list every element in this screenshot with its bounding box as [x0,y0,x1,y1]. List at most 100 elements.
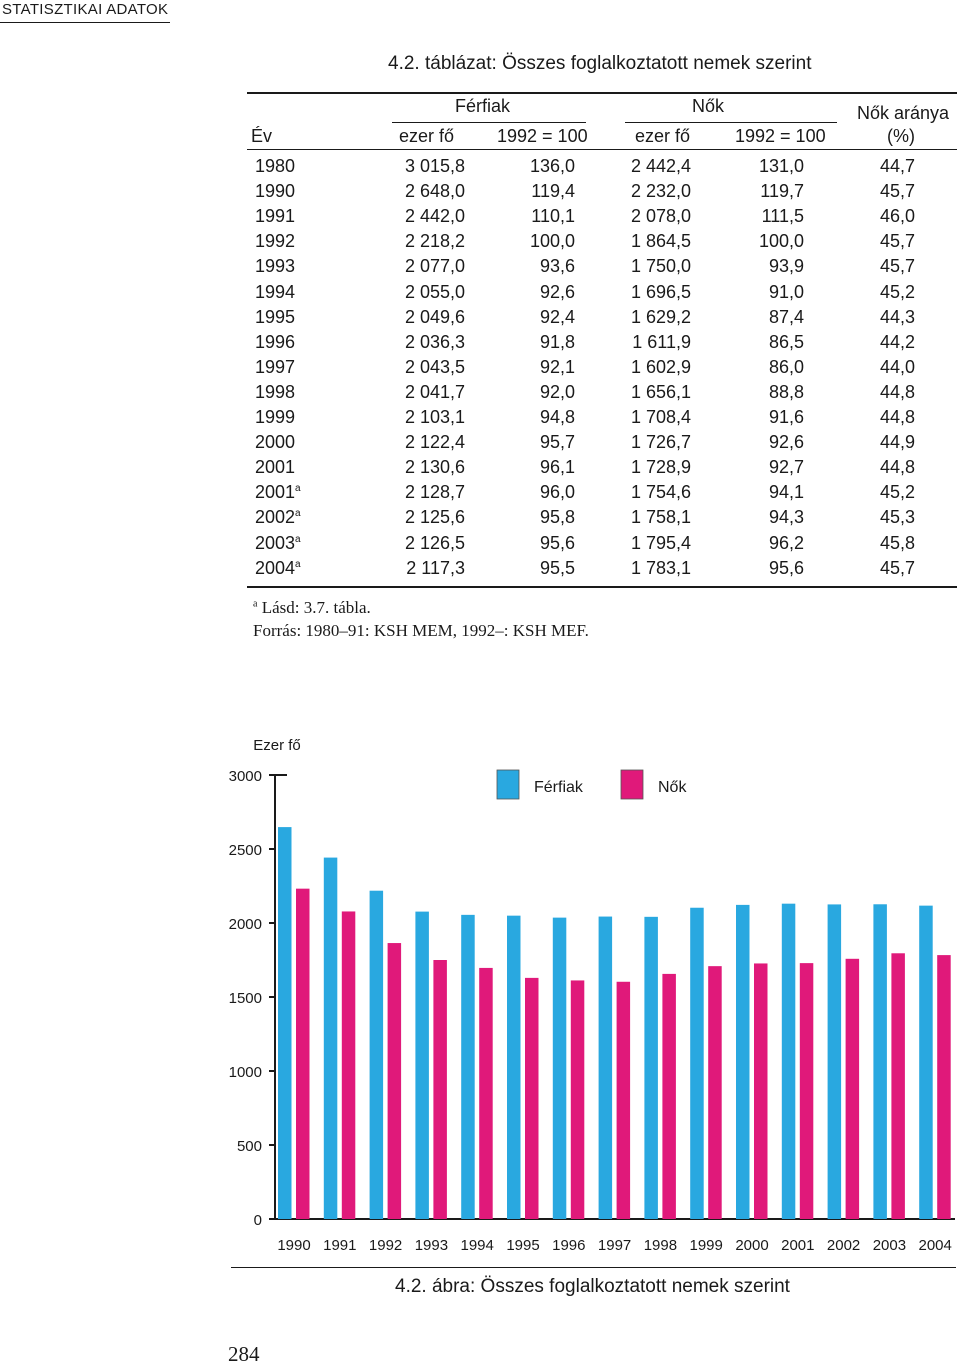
cell-year: 1996 [255,332,295,353]
header-share-line1: Nők aránya [857,103,950,123]
cell-year: 2002a [255,507,301,528]
cell-men-thousand: 2 218,2 [404,231,465,252]
cell-women-thousand: 1 656,1 [630,381,691,402]
table-bottom-rule [247,586,957,588]
cell-women-index: 86,5 [768,331,804,352]
table-row: 1997 2 043,5 92,1 1 602,9 86,0 44,0 [247,357,957,382]
y-tick-label: 2500 [229,842,262,859]
cell-women-index: 95,6 [768,557,804,578]
cell-women-index: 92,7 [768,457,804,478]
header-men-index: 1992 = 100 [497,126,588,146]
header-women-thousand: ezer fő [635,126,691,146]
cell-women-thousand: 1 750,0 [630,256,691,277]
table-row: 2004a 2 117,3 95,5 1 783,1 95,6 45,7 [247,558,957,583]
cell-women-share: 45,7 [879,181,915,202]
cell-men-index: 92,1 [539,356,575,377]
cell-year: 1997 [255,357,295,378]
bar-women [754,963,768,1219]
cell-women-index: 94,3 [768,507,804,528]
table-row: 2002a 2 125,6 95,8 1 758,1 94,3 45,3 [247,507,957,532]
x-tick-label: 1994 [461,1237,494,1254]
table-row: 1996 2 036,3 91,8 1 611,9 86,5 44,2 [247,332,957,357]
cell-men-thousand: 2 036,3 [404,331,465,352]
bar-men [461,914,475,1219]
legend-label: Nők [658,779,687,796]
cell-year-footnote-mark: a [295,533,301,545]
cell-year: 1990 [255,181,295,202]
x-tick-label: 1998 [644,1237,677,1254]
cell-women-share: 44,8 [879,457,915,478]
cell-women-share: 45,7 [879,231,915,252]
cell-year: 2001 [255,457,295,478]
bar-men [736,904,750,1219]
bar-women [387,943,402,1219]
cell-women-thousand: 1 783,1 [630,557,691,578]
cell-year: 1991 [255,206,295,227]
cell-men-index: 95,7 [539,432,575,453]
cell-women-thousand: 1 728,9 [630,457,691,478]
cell-men-index: 96,0 [539,482,575,503]
x-tick-label: 1999 [690,1237,723,1254]
cell-women-index: 96,2 [768,532,804,553]
bar-women [479,967,493,1219]
table-row: 1998 2 041,7 92,0 1 656,1 88,8 44,8 [247,382,957,407]
x-tick-label: 1991 [323,1237,356,1254]
bar-men [598,916,613,1219]
x-tick-label: 1995 [506,1237,539,1254]
cell-women-thousand: 1 629,2 [630,306,691,327]
cell-year: 1992 [255,231,295,252]
bar-women [708,966,722,1219]
table-row: 1990 2 648,0 119,4 2 232,0 119,7 45,7 [247,181,957,206]
cell-men-thousand: 2 077,0 [404,256,465,277]
cell-men-index: 92,0 [539,381,575,402]
cell-men-thousand: 2 130,6 [404,457,465,478]
cell-women-index: 91,6 [768,407,804,427]
cell-men-thousand: 2 125,6 [404,507,465,528]
bar-men [644,916,658,1219]
x-tick-label: 1992 [369,1237,402,1254]
cell-year-text: 1997 [255,356,296,377]
cell-year: 1995 [255,307,295,328]
figure-caption: 4.2. ábra: Összes foglalkoztatott nemek … [395,1276,790,1297]
cell-men-thousand: 2 122,4 [404,432,465,453]
cell-year-text: 2003 [255,532,296,553]
footnote-mark: a [253,598,258,610]
cell-women-share: 44,8 [879,381,915,402]
page-number: 284 [228,1342,260,1366]
page-header: STATISZTIKAI ADATOK [0,0,960,23]
source-note: Forrás: 1980–91: KSH MEM, 1992–: KSH MEF… [253,621,589,640]
cell-women-share: 44,3 [879,306,915,327]
cell-year-text: 2001 [255,482,296,503]
header-men-thousand: ezer fő [399,126,455,146]
x-tick-label: 2002 [827,1237,860,1254]
cell-men-index: 100,0 [529,231,575,252]
bar-men [827,904,842,1219]
cell-year-text: 2004 [255,557,296,578]
cell-year-text: 1993 [255,256,296,277]
bar-women [341,911,356,1219]
cell-year: 1998 [255,382,295,403]
bar-men [919,905,933,1219]
bar-men [690,907,704,1219]
cell-year-text: 1980 [255,156,296,176]
x-tick-label: 2000 [735,1237,768,1254]
bar-men [873,904,887,1219]
cell-women-share: 45,7 [879,256,915,277]
bar-women [937,955,951,1219]
cell-men-thousand: 2 103,1 [404,407,465,427]
header-group-women: Nők [692,96,725,116]
cell-year: 1999 [255,407,295,428]
cell-women-thousand: 1 708,4 [630,407,691,427]
cell-men-index: 94,8 [539,407,575,427]
cell-women-share: 45,7 [879,557,915,578]
cell-year-text: 1996 [255,331,296,352]
y-tick-label: 0 [254,1212,262,1229]
table-row: 1992 2 218,2 100,0 1 864,5 100,0 45,7 [247,231,957,256]
cell-year: 1993 [255,256,295,277]
table-row: 1980 3 015,8 136,0 2 442,4 131,0 44,7 [247,156,957,181]
cell-year: 1980 [255,156,295,177]
cell-men-index: 95,5 [539,557,575,578]
cell-year-text: 1991 [255,206,296,227]
cell-women-share: 45,3 [879,507,915,528]
cell-year-text: 1999 [255,407,296,427]
